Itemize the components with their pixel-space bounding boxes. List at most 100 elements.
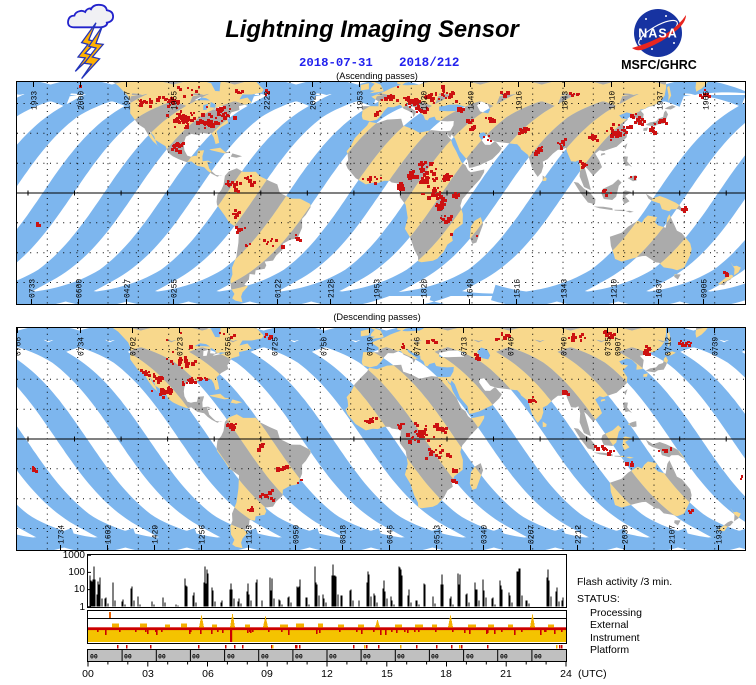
svg-text:MSFC/GHRC: MSFC/GHRC [621,58,697,72]
svg-text:0719: 0719 [367,337,376,356]
svg-text:1937: 1937 [657,91,666,110]
svg-text:0712: 0712 [665,337,674,356]
svg-text:2126: 2126 [328,279,337,298]
svg-text:0905: 0905 [701,279,710,298]
svg-text:1916: 1916 [516,91,525,110]
svg-text:00: 00 [466,654,474,661]
svg-text:1210: 1210 [611,279,620,298]
svg-text:1820: 1820 [421,279,430,298]
svg-text:1953: 1953 [374,279,383,298]
svg-text:1953: 1953 [357,91,366,110]
svg-text:1910: 1910 [609,91,618,110]
svg-text:2018-07-31: 2018-07-31 [299,56,373,70]
svg-text:0756: 0756 [225,337,234,356]
svg-text:0740: 0740 [508,337,517,356]
svg-text:1933: 1933 [31,91,40,110]
svg-text:1123: 1123 [246,525,255,544]
svg-text:0746: 0746 [414,337,423,356]
svg-text:00: 00 [295,654,303,661]
svg-text:00: 00 [90,654,98,661]
svg-text:Platform: Platform [590,644,629,656]
svg-text:0723: 0723 [177,337,186,356]
svg-text:1037: 1037 [656,279,665,298]
svg-text:2212: 2212 [575,525,584,544]
svg-text:0427: 0427 [124,279,133,298]
svg-text:1905: 1905 [703,91,712,110]
svg-text:09: 09 [261,668,273,680]
svg-text:(UTC): (UTC) [578,668,607,680]
svg-text:00: 00 [82,668,94,680]
svg-text:18: 18 [440,668,452,680]
svg-text:0255: 0255 [171,279,180,298]
svg-text:0702: 0702 [130,337,139,356]
svg-text:2030: 2030 [622,525,631,544]
svg-text:(Ascending passes): (Ascending passes) [336,71,418,81]
svg-text:1849: 1849 [468,91,477,110]
svg-text:NASA: NASA [638,27,677,41]
svg-text:(Descending passes): (Descending passes) [333,312,420,322]
svg-text:10: 10 [74,584,86,595]
svg-text:1602: 1602 [105,525,114,544]
svg-text:0713: 0713 [461,337,470,356]
svg-text:STATUS:: STATUS: [577,593,620,605]
svg-text:1649: 1649 [467,279,476,298]
svg-text:00: 00 [431,654,439,661]
svg-text:1: 1 [79,602,85,613]
svg-text:12: 12 [321,668,333,680]
svg-text:1906: 1906 [11,525,20,544]
svg-text:03: 03 [142,668,154,680]
svg-text:1516: 1516 [514,279,523,298]
svg-text:00: 00 [192,654,200,661]
svg-text:1843: 1843 [562,91,571,110]
svg-text:0950: 0950 [293,525,302,544]
svg-text:1934: 1934 [716,525,725,544]
svg-text:0646: 0646 [387,525,396,544]
svg-text:Flash activity /3 min.: Flash activity /3 min. [577,576,672,588]
svg-text:06: 06 [202,668,214,680]
svg-text:0340: 0340 [481,525,490,544]
svg-text:21: 21 [500,668,512,680]
svg-text:2107: 2107 [669,525,678,544]
svg-text:2222: 2222 [264,91,273,110]
svg-text:2026: 2026 [310,91,319,110]
svg-text:00: 00 [227,654,235,661]
svg-text:0122: 0122 [275,279,284,298]
svg-text:00: 00 [397,654,405,661]
svg-text:0818: 0818 [340,525,349,544]
svg-text:Lightning Imaging Sensor: Lightning Imaging Sensor [225,16,520,43]
svg-text:0740: 0740 [561,337,570,356]
svg-text:1920: 1920 [421,91,430,110]
svg-text:00: 00 [124,654,132,661]
svg-text:1000: 1000 [63,550,86,561]
svg-text:Processing: Processing [590,607,642,619]
svg-text:00: 00 [363,654,371,661]
svg-text:0725: 0725 [272,337,281,356]
svg-text:0734: 0734 [78,337,87,356]
svg-text:1734: 1734 [58,525,67,544]
svg-text:0706: 0706 [15,337,24,356]
svg-text:0739: 0739 [712,337,721,356]
svg-text:0750: 0750 [321,337,330,356]
svg-text:0733: 0733 [29,279,38,298]
svg-text:00: 00 [500,654,508,661]
svg-text:0513: 0513 [434,525,443,544]
svg-text:24: 24 [560,668,572,680]
svg-text:00: 00 [158,654,166,661]
svg-text:15: 15 [381,668,393,680]
svg-text:2018/212: 2018/212 [399,56,459,70]
svg-text:100: 100 [68,567,85,578]
svg-text:1955: 1955 [171,91,180,110]
svg-text:0735: 0735 [605,337,614,356]
svg-text:00: 00 [261,654,269,661]
svg-text:1429: 1429 [152,525,161,544]
svg-text:External: External [590,619,629,631]
svg-text:00: 00 [534,654,542,661]
svg-text:Instrument: Instrument [590,632,640,644]
svg-text:1927: 1927 [124,91,133,110]
svg-text:1343: 1343 [561,279,570,298]
svg-text:0207: 0207 [528,525,537,544]
svg-text:1256: 1256 [199,525,208,544]
svg-text:2000: 2000 [78,91,87,110]
svg-text:0907: 0907 [615,337,624,356]
svg-text:0600: 0600 [76,279,85,298]
